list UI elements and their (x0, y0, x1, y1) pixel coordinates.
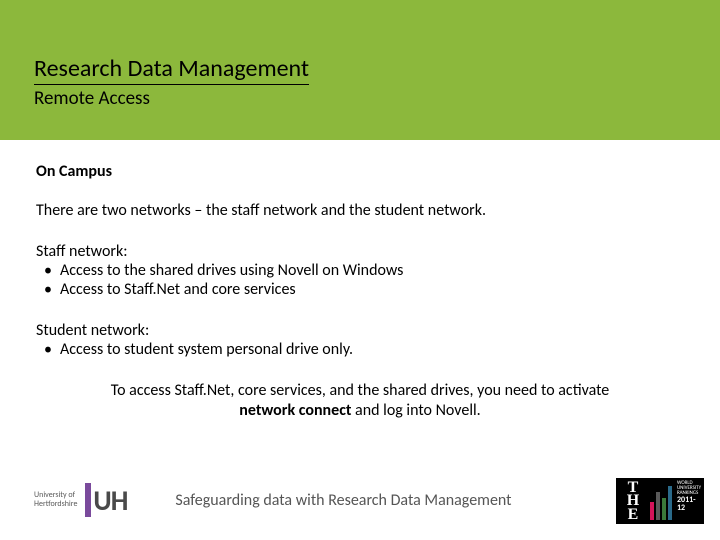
uh-mark: UH (85, 483, 127, 518)
staff-network-title: Staff network: (36, 242, 684, 261)
the-e: E (628, 508, 639, 522)
intro-text: There are two networks – the staff netwo… (36, 201, 684, 220)
university-name: University of Hertfordshire (34, 491, 77, 509)
ranking-bars-icon (650, 478, 674, 524)
rank-bar (656, 492, 660, 520)
note-post: and log into Novell. (351, 401, 480, 420)
student-network-block: Student network: Access to student syste… (36, 321, 684, 359)
page-title: Research Data Management (34, 54, 309, 85)
footer: University of Hertfordshire UH Safeguard… (0, 472, 720, 528)
university-logo: University of Hertfordshire UH (34, 483, 127, 518)
ranking-text-block: WORLD UNIVERSITY RANKINGS 2011-12 (674, 478, 704, 524)
list-item: Access to student system personal drive … (44, 340, 684, 359)
ranking-year: 2011-12 (677, 496, 701, 512)
content-area: On Campus There are two networks – the s… (0, 140, 720, 421)
footer-tagline: Safeguarding data with Research Data Man… (175, 491, 511, 510)
the-letters: T H E (616, 478, 650, 524)
page-subtitle: Remote Access (34, 87, 720, 110)
list-item: Access to the shared drives using Novell… (44, 261, 684, 280)
header-band: Research Data Management Remote Access (0, 0, 720, 140)
note-text: To access Staff.Net, core services, and … (36, 381, 684, 421)
rank-bar (662, 498, 666, 520)
staff-network-block: Staff network: Access to the shared driv… (36, 242, 684, 299)
student-network-title: Student network: (36, 321, 684, 340)
student-network-list: Access to student system personal drive … (36, 340, 684, 359)
note-pre: To access Staff.Net, core services, and … (111, 381, 610, 400)
uni-line2: Hertfordshire (34, 500, 77, 509)
ranking-text: WORLD UNIVERSITY RANKINGS (677, 481, 701, 496)
uh-bar-icon (85, 483, 91, 517)
rank-bar (650, 502, 654, 520)
rank-bar (668, 486, 672, 520)
section-heading: On Campus (36, 162, 684, 181)
the-rankings-logo: T H E WORLD UNIVERSITY RANKINGS 2011-12 (616, 478, 704, 524)
uh-letters: UH (93, 483, 127, 518)
list-item: Access to Staff.Net and core services (44, 280, 684, 299)
staff-network-list: Access to the shared drives using Novell… (36, 261, 684, 299)
note-bold: network connect (239, 401, 351, 420)
